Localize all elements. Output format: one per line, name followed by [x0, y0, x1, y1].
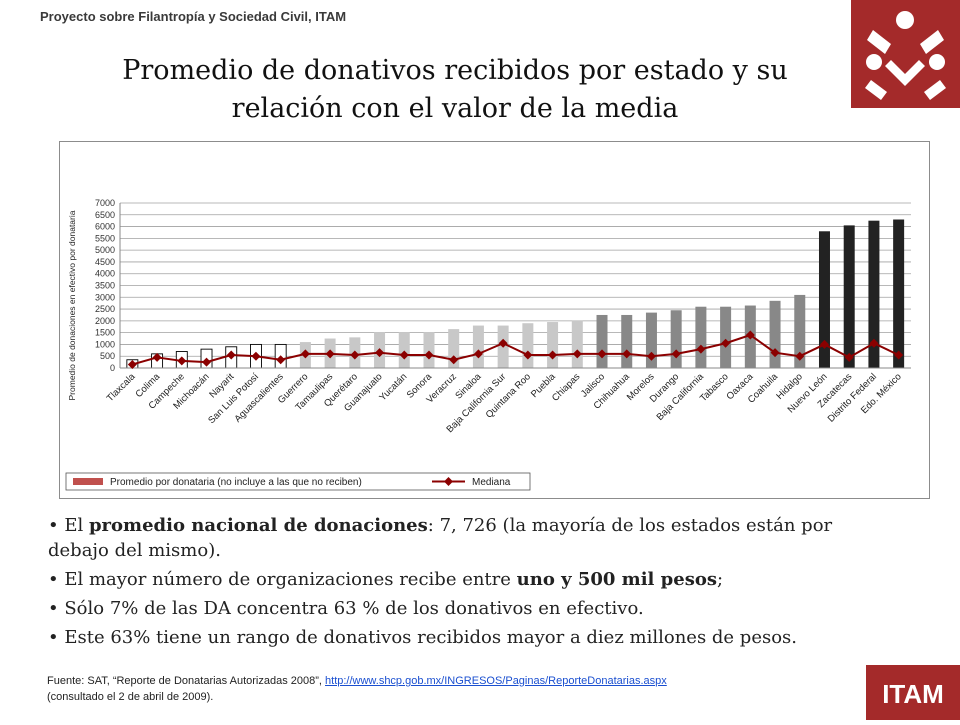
median-point [819, 339, 829, 349]
title-line-2: relación con el valor de la media [231, 93, 679, 124]
median-point [745, 330, 755, 340]
y-tick-label: 0 [110, 363, 115, 373]
y-tick-label: 500 [100, 351, 115, 361]
bullet-1: • El promedio nacional de donaciones: 7,… [48, 515, 833, 561]
y-tick-label: 6000 [95, 222, 115, 232]
page-title: Promedio de donativos recibidos por esta… [60, 52, 850, 128]
median-point [770, 348, 780, 358]
median-point [795, 351, 805, 361]
median-point [869, 338, 879, 348]
bar [398, 332, 410, 368]
bar [621, 314, 633, 368]
median-point [671, 349, 681, 359]
itam-logo-text: ITAM [882, 679, 944, 709]
bar [818, 231, 830, 368]
median-point [251, 351, 261, 361]
median-point [523, 350, 533, 360]
legend-bar-swatch [73, 478, 103, 485]
y-tick-label: 4500 [95, 257, 115, 267]
bar [843, 225, 855, 368]
itam-logo: ITAM [866, 665, 960, 720]
median-point [375, 348, 385, 358]
median-point [597, 349, 607, 359]
bar [472, 325, 484, 368]
median-point [646, 351, 656, 361]
bar [720, 306, 732, 368]
median-point [473, 349, 483, 359]
median-point [202, 357, 212, 367]
median-point [548, 350, 558, 360]
legend-bar-label: Promedio por donataria (no incluye a las… [110, 477, 362, 488]
y-tick-label: 2500 [95, 304, 115, 314]
bar [596, 314, 608, 368]
median-point [721, 338, 731, 348]
y-tick-label: 1500 [95, 328, 115, 338]
median-point [894, 350, 904, 360]
median-point [696, 344, 706, 354]
bar [448, 329, 460, 368]
median-point [127, 359, 137, 369]
median-point [350, 350, 360, 360]
median-point [622, 349, 632, 359]
chart-frame: 0 500 1000 1500 2000 2500 3000 3500 4000 4500 5000… [59, 141, 930, 499]
bar [522, 323, 534, 368]
y-axis-title: Promedio de donaciones en efectivo por d… [67, 210, 77, 400]
median-point [572, 349, 582, 359]
median-point [325, 349, 335, 359]
bar [423, 332, 435, 368]
y-tick-label: 3500 [95, 281, 115, 291]
median-point [276, 355, 286, 365]
bar [893, 219, 905, 368]
bullet-3: • Sólo 7% de las DA concentra 63 % de lo… [48, 598, 644, 619]
x-tick-label: Chiapas [550, 371, 583, 404]
y-tick-label: 4000 [95, 269, 115, 279]
title-line-1: Promedio de donativos recibidos por esta… [122, 55, 788, 86]
y-tick-label: 6500 [95, 210, 115, 220]
legend-line-marker [444, 477, 453, 486]
x-tick-label: Tlaxcala [105, 371, 138, 404]
median-point [300, 349, 310, 359]
bullet-list: • El promedio nacional de donaciones: 7,… [48, 513, 848, 654]
bar [547, 322, 559, 368]
median-point [844, 352, 854, 362]
median-point [498, 338, 508, 348]
bar [695, 306, 707, 368]
median-line [132, 333, 900, 366]
bar [794, 294, 806, 368]
bullet-2: • El mayor número de organizaciones reci… [48, 569, 724, 590]
bar [868, 220, 880, 368]
y-tick-label: 7000 [95, 198, 115, 208]
x-tick-label: Yucatán [377, 371, 409, 403]
bar [670, 310, 682, 368]
institution-logo [851, 0, 960, 108]
median-point [152, 352, 162, 362]
bar [645, 312, 657, 368]
legend-line-label: Mediana [472, 477, 511, 488]
median-point [399, 350, 409, 360]
bar [769, 300, 781, 368]
source-link[interactable]: http://www.shcp.gob.mx/INGRESOS/Paginas/… [325, 675, 667, 687]
y-tick-label: 5000 [95, 245, 115, 255]
y-tick-label: 2000 [95, 316, 115, 326]
project-name: Proyecto sobre Filantropía y Sociedad Ci… [40, 9, 347, 24]
source-note: Fuente: SAT, “Reporte de Donatarias Auto… [47, 675, 667, 703]
bullet-4: • Este 63% tiene un rango de donativos r… [48, 627, 798, 648]
median-point [424, 350, 434, 360]
legend-box [65, 472, 531, 491]
donations-chart: 0500100015002000250030003500400045005000… [65, 198, 911, 491]
y-tick-label: 5500 [95, 233, 115, 243]
median-point [449, 355, 459, 365]
bar [571, 320, 583, 368]
median-point [226, 350, 236, 360]
y-tick-label: 3000 [95, 292, 115, 302]
median-point [177, 356, 187, 366]
y-tick-label: 1000 [95, 339, 115, 349]
